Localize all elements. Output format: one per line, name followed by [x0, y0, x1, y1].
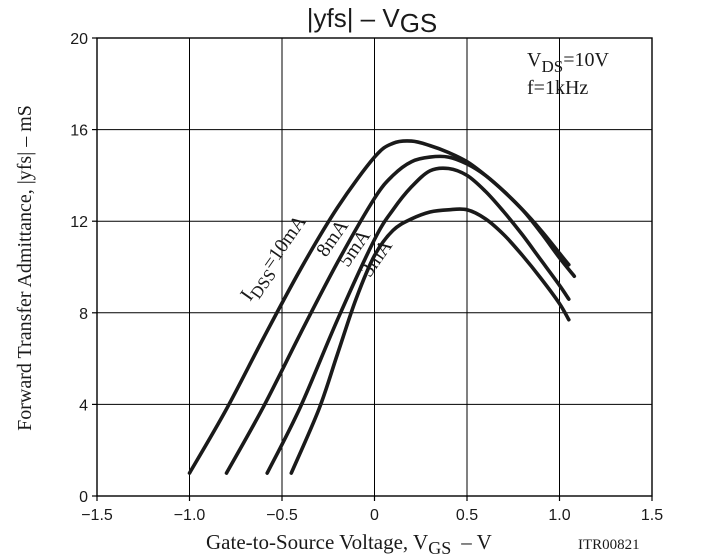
x-tick-label: 1.5 [641, 507, 663, 524]
chart-title: |yfs| – VGS [307, 3, 438, 38]
series-line-5ma [265, 166, 571, 475]
x-tick-label: −0.5 [266, 507, 298, 524]
series-line-3ma [289, 207, 571, 475]
axis-ticks: −1.5 −1.0 −0.5 0 0.5 1.0 1.5 0 4 8 12 16 20 [70, 31, 663, 524]
figure-code: ITR00821 [578, 537, 640, 553]
chart-title-main: |yfs| – V [307, 3, 401, 33]
series-label-10ma: IDSS=10mA [236, 211, 315, 308]
y-tick-label: 4 [79, 397, 88, 414]
condition-freq: f=1kHz [527, 77, 588, 99]
x-tick-label: −1.0 [174, 507, 206, 524]
series-line-10ma [187, 139, 577, 475]
series-line-8ma [224, 154, 571, 475]
y-axis-label: Forward Transfer Admittance, |yfs| – mS [14, 105, 36, 431]
x-tick-label: −1.5 [81, 507, 113, 524]
y-tick-label: 16 [70, 123, 88, 140]
x-tick-label: 0.5 [456, 507, 478, 524]
y-tick-label: 20 [70, 31, 88, 48]
y-tick-label: 0 [79, 489, 88, 506]
x-axis-label: Gate-to-Source Voltage, VGS – V [206, 530, 492, 558]
x-tick-label: 0 [370, 507, 379, 524]
grid-lines [97, 38, 652, 496]
series-group [187, 139, 577, 475]
x-tick-label: 1.0 [548, 507, 570, 524]
y-tick-label: 8 [79, 306, 88, 323]
chart-title-sub: GS [400, 8, 438, 38]
condition-vds: VDS=10V [527, 49, 609, 76]
y-tick-label: 12 [70, 214, 88, 231]
